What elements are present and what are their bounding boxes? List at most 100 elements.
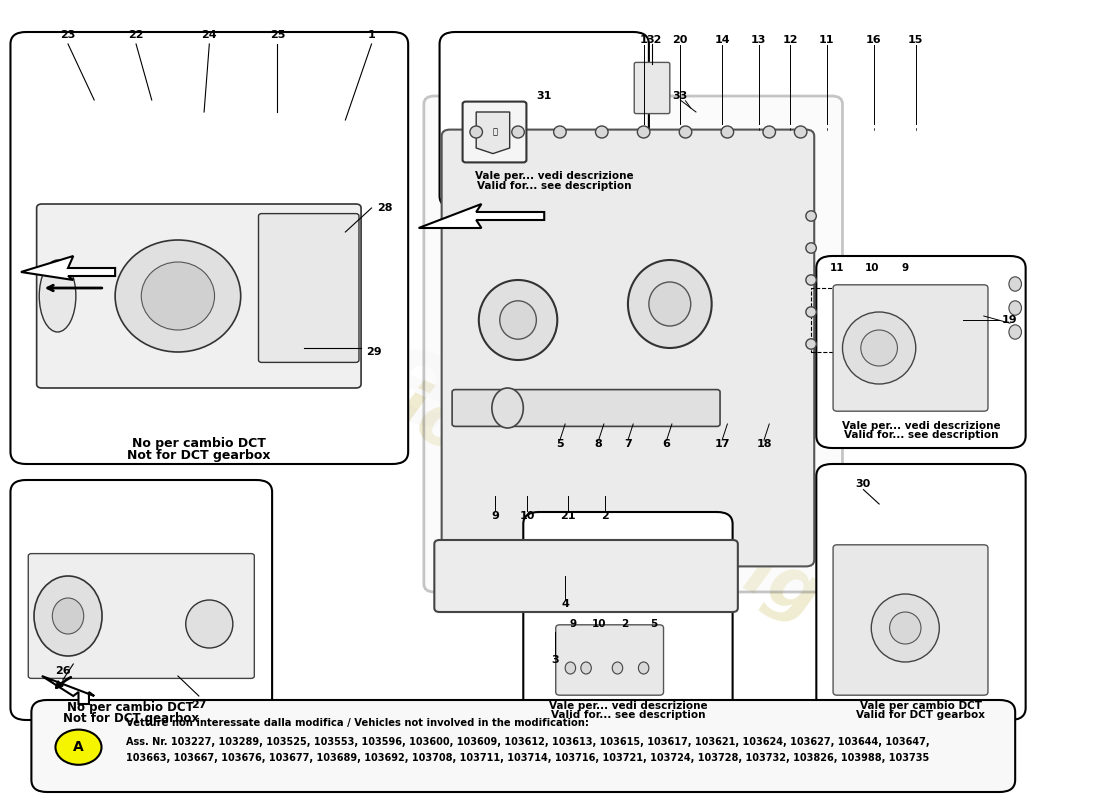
FancyBboxPatch shape <box>556 625 663 695</box>
Ellipse shape <box>186 600 233 648</box>
Ellipse shape <box>638 662 649 674</box>
FancyBboxPatch shape <box>29 554 254 678</box>
Ellipse shape <box>628 260 712 348</box>
Text: Not for DCT gearbox: Not for DCT gearbox <box>128 450 271 462</box>
Text: 3: 3 <box>551 655 559 665</box>
FancyBboxPatch shape <box>524 512 733 720</box>
Text: 30: 30 <box>856 479 871 489</box>
Text: 11: 11 <box>830 263 845 273</box>
Text: 9: 9 <box>902 263 909 273</box>
Ellipse shape <box>890 612 921 644</box>
Ellipse shape <box>806 210 816 222</box>
Text: 10: 10 <box>592 619 606 629</box>
Circle shape <box>55 730 101 765</box>
Text: A: A <box>73 740 84 754</box>
Text: 2: 2 <box>601 511 608 521</box>
Text: Ferrari: Ferrari <box>282 284 766 596</box>
Text: No per cambio DCT: No per cambio DCT <box>67 702 195 714</box>
Ellipse shape <box>794 126 807 138</box>
Text: 16: 16 <box>866 35 882 45</box>
Ellipse shape <box>53 598 84 634</box>
Ellipse shape <box>649 282 691 326</box>
Text: 10: 10 <box>520 511 536 521</box>
Text: 9: 9 <box>491 511 499 521</box>
Ellipse shape <box>1009 301 1022 315</box>
Text: 8: 8 <box>595 439 603 449</box>
Ellipse shape <box>843 312 916 384</box>
Text: 5: 5 <box>650 619 658 629</box>
Ellipse shape <box>581 662 592 674</box>
Ellipse shape <box>1009 277 1022 291</box>
Text: 103663, 103667, 103676, 103677, 103689, 103692, 103708, 103711, 103714, 103716, : 103663, 103667, 103676, 103677, 103689, … <box>125 754 928 763</box>
Ellipse shape <box>679 126 692 138</box>
Text: 26: 26 <box>55 666 70 676</box>
Text: 10: 10 <box>865 263 879 273</box>
Text: 23: 23 <box>60 30 76 40</box>
Text: Vetture non interessate dalla modifica / Vehicles not involved in the modificati: Vetture non interessate dalla modifica /… <box>125 718 588 728</box>
Ellipse shape <box>806 274 816 286</box>
FancyBboxPatch shape <box>440 32 649 208</box>
Text: 4: 4 <box>561 599 569 609</box>
Text: 20: 20 <box>672 35 688 45</box>
Ellipse shape <box>806 306 816 317</box>
Ellipse shape <box>871 594 939 662</box>
Text: 7: 7 <box>624 439 631 449</box>
Text: 9: 9 <box>570 619 578 629</box>
Text: 21: 21 <box>561 511 576 521</box>
Text: No per cambio DCT: No per cambio DCT <box>132 438 266 450</box>
FancyBboxPatch shape <box>36 204 361 388</box>
Ellipse shape <box>34 576 102 656</box>
Text: Valid for... see description: Valid for... see description <box>477 181 631 190</box>
FancyBboxPatch shape <box>816 256 1025 448</box>
Ellipse shape <box>861 330 898 366</box>
FancyBboxPatch shape <box>11 480 272 720</box>
Ellipse shape <box>40 260 76 332</box>
Text: 19: 19 <box>1002 315 1018 325</box>
Ellipse shape <box>492 388 524 428</box>
Text: 24: 24 <box>201 30 217 40</box>
Text: 13: 13 <box>751 35 767 45</box>
Text: 1: 1 <box>367 30 375 40</box>
FancyBboxPatch shape <box>452 390 720 426</box>
Polygon shape <box>42 676 95 704</box>
Polygon shape <box>419 204 544 228</box>
Text: 17: 17 <box>714 439 730 449</box>
Ellipse shape <box>141 262 214 330</box>
Text: Not for DCT gearbox: Not for DCT gearbox <box>63 712 199 725</box>
FancyBboxPatch shape <box>258 214 359 362</box>
Text: 31: 31 <box>537 91 552 101</box>
Polygon shape <box>476 112 509 154</box>
Text: 32: 32 <box>647 35 662 45</box>
Ellipse shape <box>637 126 650 138</box>
Text: Valid for... see description: Valid for... see description <box>844 430 998 440</box>
Ellipse shape <box>806 339 816 349</box>
Text: 1: 1 <box>640 35 648 45</box>
Text: Valid for DCT gearbox: Valid for DCT gearbox <box>857 710 986 720</box>
Text: 15: 15 <box>909 35 923 45</box>
Text: 29: 29 <box>366 347 382 357</box>
Text: 18: 18 <box>756 439 772 449</box>
Text: 22: 22 <box>129 30 144 40</box>
Ellipse shape <box>806 242 816 253</box>
FancyBboxPatch shape <box>635 62 670 114</box>
Text: 🐴: 🐴 <box>493 127 497 137</box>
Ellipse shape <box>565 662 575 674</box>
Text: 12: 12 <box>782 35 797 45</box>
Text: Vale per... vedi descrizione: Vale per... vedi descrizione <box>842 421 1000 430</box>
Ellipse shape <box>595 126 608 138</box>
Text: 6: 6 <box>662 439 671 449</box>
Text: 33: 33 <box>672 91 688 101</box>
Text: 11: 11 <box>820 35 835 45</box>
Text: Vale per cambio DCT: Vale per cambio DCT <box>860 701 982 710</box>
Polygon shape <box>21 256 116 280</box>
FancyBboxPatch shape <box>11 32 408 464</box>
Text: 28: 28 <box>377 203 393 213</box>
Text: 27: 27 <box>191 700 207 710</box>
FancyBboxPatch shape <box>463 102 527 162</box>
Ellipse shape <box>470 126 483 138</box>
FancyBboxPatch shape <box>424 96 843 592</box>
FancyBboxPatch shape <box>833 285 988 411</box>
Text: 14: 14 <box>714 35 730 45</box>
Ellipse shape <box>116 240 241 352</box>
FancyBboxPatch shape <box>816 464 1025 720</box>
